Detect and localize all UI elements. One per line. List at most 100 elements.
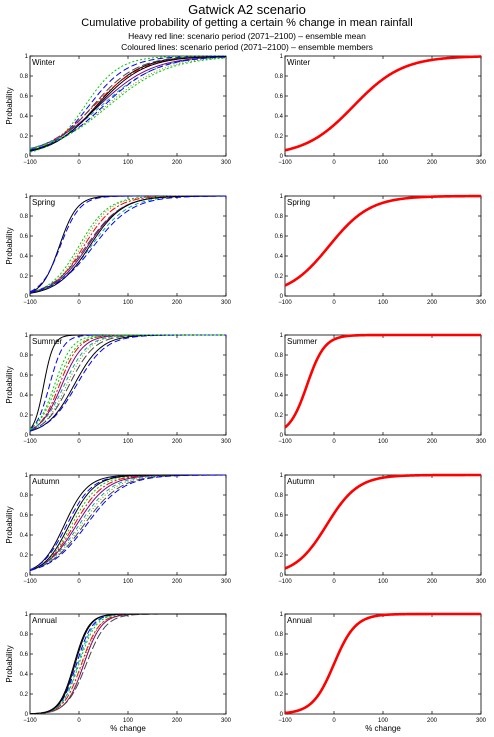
- ensemble-mean-curve: [284, 194, 482, 287]
- x-tick-label: 100: [123, 718, 134, 724]
- y-tick-label: 0.4: [275, 533, 284, 539]
- chart-subtitle: Cumulative probability of getting a cert…: [81, 17, 413, 29]
- x-tick-label: 0: [332, 300, 336, 306]
- ensemble-mean-curve: [284, 473, 481, 570]
- y-tick-label: 0.2: [20, 692, 29, 698]
- season-label: Autumn: [32, 477, 60, 486]
- y-tick-label: 0.4: [20, 672, 29, 678]
- y-tick-label: 0.8: [20, 214, 29, 220]
- plot-frame: [284, 55, 482, 157]
- x-tick-label: 100: [123, 439, 134, 445]
- x-tick-label: 0: [332, 718, 336, 724]
- x-tick-label: −100: [23, 718, 37, 724]
- y-tick-label: 0.6: [275, 652, 284, 658]
- y-tick-label: 1: [280, 194, 284, 200]
- y-tick-label: 0.8: [20, 632, 29, 638]
- x-tick-label: 0: [77, 300, 81, 306]
- y-tick-label: 0.6: [20, 94, 29, 100]
- y-tick-label: 0.2: [20, 553, 29, 559]
- plot-frame: [284, 334, 482, 436]
- y-tick-label: 0.2: [20, 274, 29, 280]
- y-tick-label: 0.8: [20, 493, 29, 499]
- y-tick-label: 0: [25, 712, 29, 718]
- y-tick-label: 0.6: [275, 94, 284, 100]
- x-tick-label: −100: [278, 300, 292, 306]
- y-tick-label: 0.6: [20, 513, 29, 519]
- x-tick-label: 200: [427, 439, 438, 445]
- y-tick-label: 0.6: [275, 234, 284, 240]
- y-tick-label: 1: [25, 473, 29, 479]
- y-tick-label: 1: [25, 54, 29, 60]
- chart-title: Gatwick A2 scenario: [188, 2, 306, 17]
- plot-frame: [29, 334, 227, 436]
- ensemble-mean-curve: [284, 612, 481, 715]
- plot-frame: [29, 55, 227, 157]
- y-tick-label: 0.4: [20, 393, 29, 399]
- y-tick-label: 0: [280, 573, 284, 579]
- y-tick-label: 0.2: [275, 274, 284, 280]
- y-axis-label: Probability: [5, 87, 14, 124]
- y-tick-label: 1: [25, 612, 29, 618]
- x-tick-label: −100: [23, 300, 37, 306]
- x-tick-label: 200: [427, 579, 438, 585]
- y-tick-label: 0.6: [20, 652, 29, 658]
- x-tick-label: 300: [221, 439, 232, 445]
- x-tick-label: −100: [278, 160, 292, 166]
- y-tick-label: 0.4: [275, 672, 284, 678]
- x-tick-label: 100: [123, 160, 134, 166]
- panel-winter-members: −100 0 100 200 30000.20.40.60.81ProbabilityW…: [5, 54, 232, 166]
- y-axis-label: Probability: [5, 645, 14, 682]
- member-curve: [29, 56, 227, 151]
- y-tick-label: 0: [25, 294, 29, 300]
- x-tick-label: 100: [378, 300, 389, 306]
- y-tick-label: 0.2: [275, 413, 284, 419]
- y-tick-label: 0.4: [20, 114, 29, 120]
- x-tick-label: 200: [172, 718, 183, 724]
- x-tick-label: −100: [23, 439, 37, 445]
- x-tick-label: 300: [221, 579, 232, 585]
- x-tick-label: 300: [476, 160, 487, 166]
- y-tick-label: 1: [280, 473, 284, 479]
- y-tick-label: 0: [25, 154, 29, 160]
- plot-frame: [284, 195, 482, 297]
- panel-annual-members: −100 0 100 200 30000.20.40.60.81Probability%…: [5, 612, 232, 733]
- y-tick-label: 0.8: [20, 353, 29, 359]
- season-label: Summer: [32, 337, 63, 346]
- member-curve: [29, 334, 226, 432]
- x-tick-label: 300: [221, 300, 232, 306]
- x-tick-label: −100: [23, 160, 37, 166]
- x-tick-label: 300: [221, 160, 232, 166]
- x-tick-label: 0: [77, 439, 81, 445]
- legend-line-members: Coloured lines: scenario period (2071–21…: [121, 42, 373, 52]
- y-tick-label: 0.8: [275, 74, 284, 80]
- x-axis-label: % change: [365, 724, 401, 733]
- x-tick-label: 200: [427, 718, 438, 724]
- x-tick-label: 0: [332, 439, 336, 445]
- y-tick-label: 0.8: [275, 214, 284, 220]
- plot-frame: [29, 474, 227, 576]
- x-tick-label: 200: [172, 300, 183, 306]
- x-tick-label: 0: [332, 160, 336, 166]
- y-axis-label: Probability: [5, 506, 14, 543]
- y-tick-label: 0.6: [20, 373, 29, 379]
- plot-frame: [29, 613, 227, 715]
- y-tick-label: 1: [280, 333, 284, 339]
- season-label: Autumn: [287, 477, 315, 486]
- x-tick-label: 300: [476, 718, 487, 724]
- x-tick-label: 0: [77, 579, 81, 585]
- season-label: Spring: [287, 198, 310, 207]
- x-tick-label: 100: [378, 718, 389, 724]
- y-tick-label: 0: [280, 433, 284, 439]
- x-tick-label: 0: [332, 579, 336, 585]
- y-tick-label: 0: [280, 154, 284, 160]
- x-tick-label: 200: [172, 160, 183, 166]
- x-tick-label: 100: [378, 439, 389, 445]
- y-axis-label: Probability: [5, 366, 14, 403]
- y-tick-label: 0: [280, 712, 284, 718]
- y-tick-label: 0.8: [275, 632, 284, 638]
- y-tick-label: 0.6: [275, 513, 284, 519]
- x-tick-label: 300: [221, 718, 232, 724]
- season-label: Spring: [32, 198, 55, 207]
